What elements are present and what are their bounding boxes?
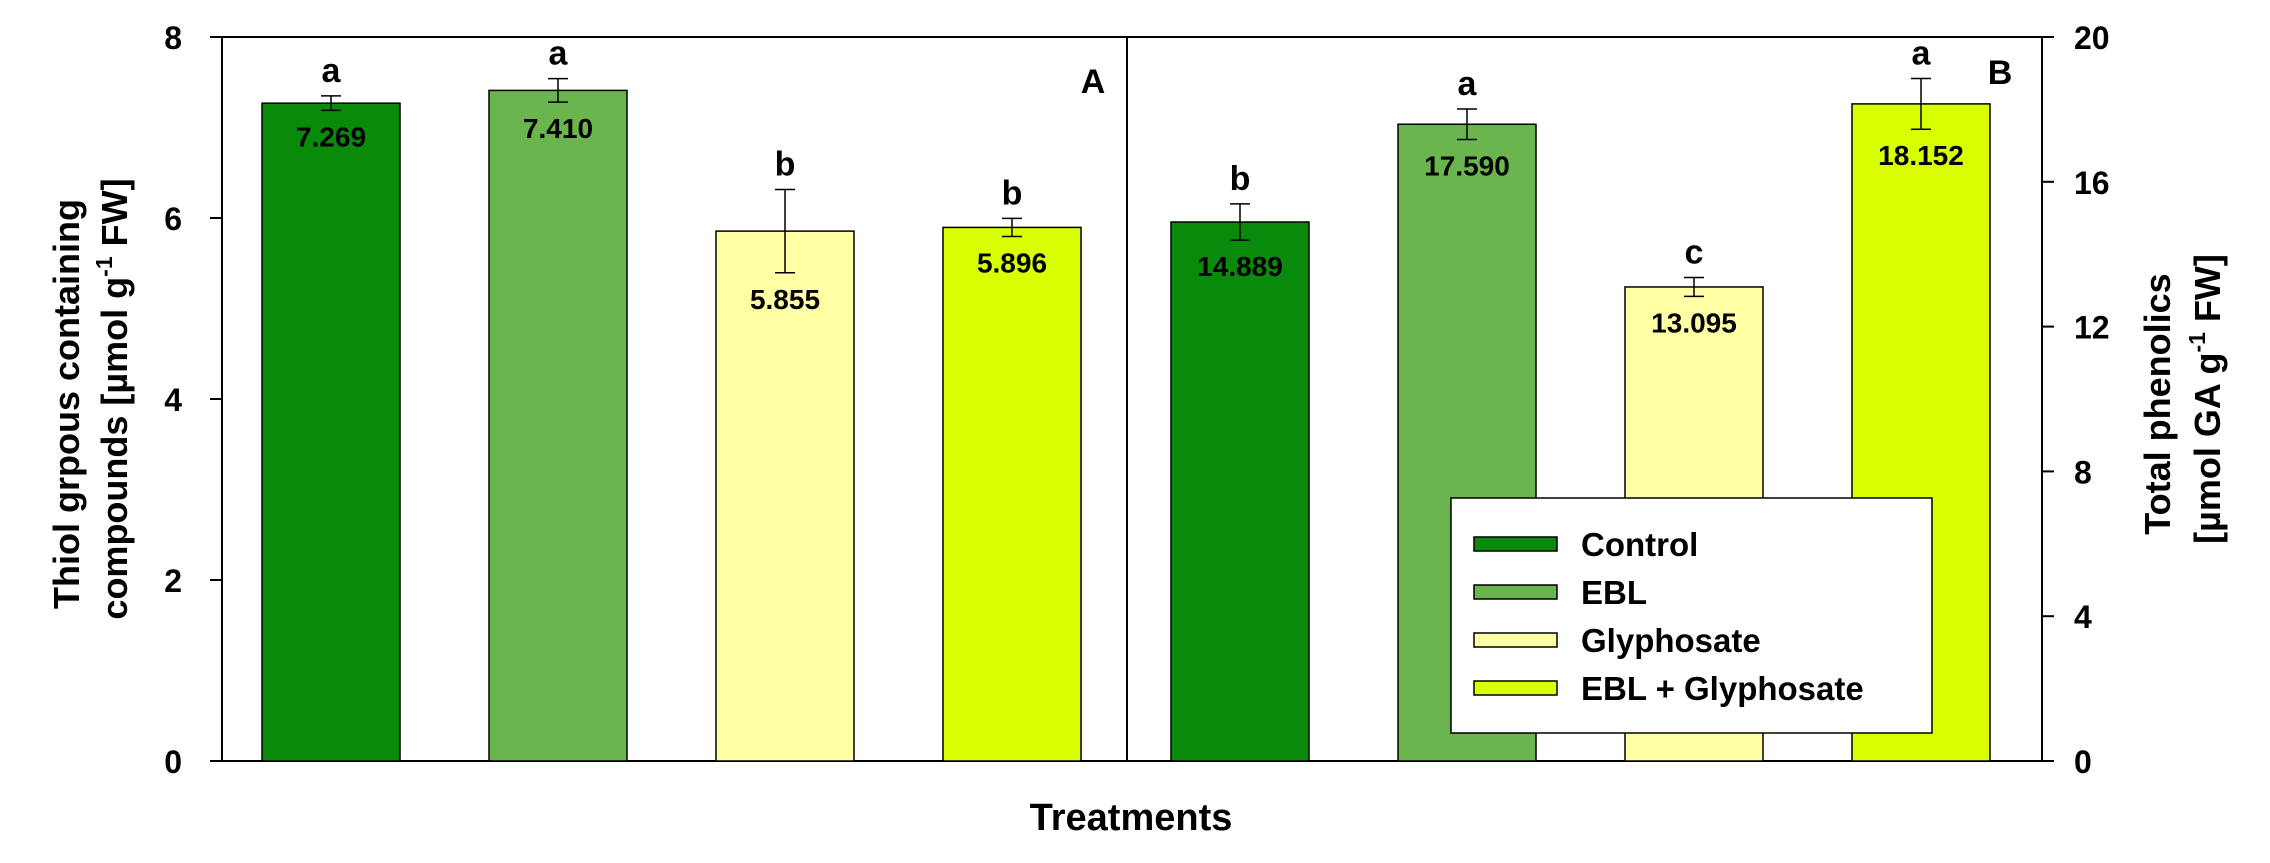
ticks-layer: 0 2 4 6 8 0 4 8 12 16 20 — [164, 20, 2109, 780]
right-y-axis-title: Total phenolics [µmol GA g-1 FW] — [2137, 254, 2228, 544]
significance-letter: c — [1685, 234, 1704, 272]
legend-label: Glyphosate — [1581, 622, 1761, 659]
significance-letter: b — [775, 145, 796, 183]
y-tick-label-right: 16 — [2074, 165, 2110, 201]
data-label: 5.855 — [750, 284, 820, 315]
data-label: 7.269 — [296, 121, 366, 152]
y-tick-label-left: 2 — [164, 563, 182, 599]
left-y-axis-title: Thiol grpous containing compounds [µmol … — [46, 178, 135, 619]
legend: Control EBL Glyphosate EBL + Glyphosate — [1450, 497, 1933, 734]
bar — [488, 89, 628, 762]
y-tick-label-right: 0 — [2074, 744, 2092, 780]
y-tick-label-left: 6 — [164, 201, 182, 237]
legend-label: EBL + Glyphosate — [1581, 670, 1864, 707]
left-y-title-sup: -1 — [91, 256, 117, 277]
y-tick-label-left: 0 — [164, 744, 182, 780]
legend-label: Control — [1581, 526, 1698, 563]
bar — [261, 102, 401, 762]
significance-letter: b — [1230, 160, 1251, 198]
y-tick-label-right: 4 — [2074, 599, 2092, 635]
y-tick-label-left: 4 — [164, 382, 182, 418]
panel-a-label: A — [1081, 63, 1106, 101]
left-y-title-line2: compounds [µmol g-1 FW] — [91, 178, 135, 619]
left-y-title-pre: compounds [µmol g — [94, 277, 135, 620]
left-y-title-line1: Thiol grpous containing — [46, 199, 87, 609]
bar — [1170, 221, 1310, 762]
right-y-title-sup: -1 — [2184, 332, 2210, 353]
right-y-title-line2: [µmol GA g-1 FW] — [2184, 254, 2228, 544]
y-tick-label-right: 20 — [2074, 20, 2110, 56]
significance-letter: a — [1458, 65, 1478, 103]
right-y-title-pre: [µmol GA g — [2187, 353, 2228, 544]
left-y-title-post: FW] — [94, 178, 135, 256]
y-tick-label-left: 8 — [164, 20, 182, 56]
significance-letter: a — [322, 52, 342, 90]
legend-swatch — [1473, 680, 1558, 696]
significance-letter: b — [1002, 174, 1023, 212]
legend-label: EBL — [1581, 574, 1647, 611]
legend-swatch — [1473, 632, 1558, 648]
y-tick-label-right: 12 — [2074, 310, 2110, 346]
data-label: 18.152 — [1878, 140, 1964, 171]
bar — [942, 226, 1082, 762]
bar — [715, 230, 855, 762]
data-label: 17.590 — [1424, 150, 1510, 181]
data-label: 13.095 — [1651, 307, 1737, 338]
data-label: 14.889 — [1197, 251, 1283, 282]
significance-letter: a — [1912, 35, 1932, 73]
legend-swatch — [1473, 536, 1558, 552]
right-y-title-post: FW] — [2187, 254, 2228, 332]
x-axis-title: Treatments — [1030, 797, 1233, 839]
data-label: 5.896 — [977, 247, 1047, 278]
data-label: 7.410 — [523, 113, 593, 144]
right-y-title-line1: Total phenolics — [2137, 273, 2178, 534]
legend-items: Control EBL Glyphosate EBL + Glyphosate — [1473, 526, 1864, 707]
legend-swatch — [1473, 584, 1558, 600]
significance-letter: a — [549, 35, 569, 73]
y-tick-label-right: 8 — [2074, 454, 2092, 490]
panel-b-label: B — [1988, 54, 2013, 92]
